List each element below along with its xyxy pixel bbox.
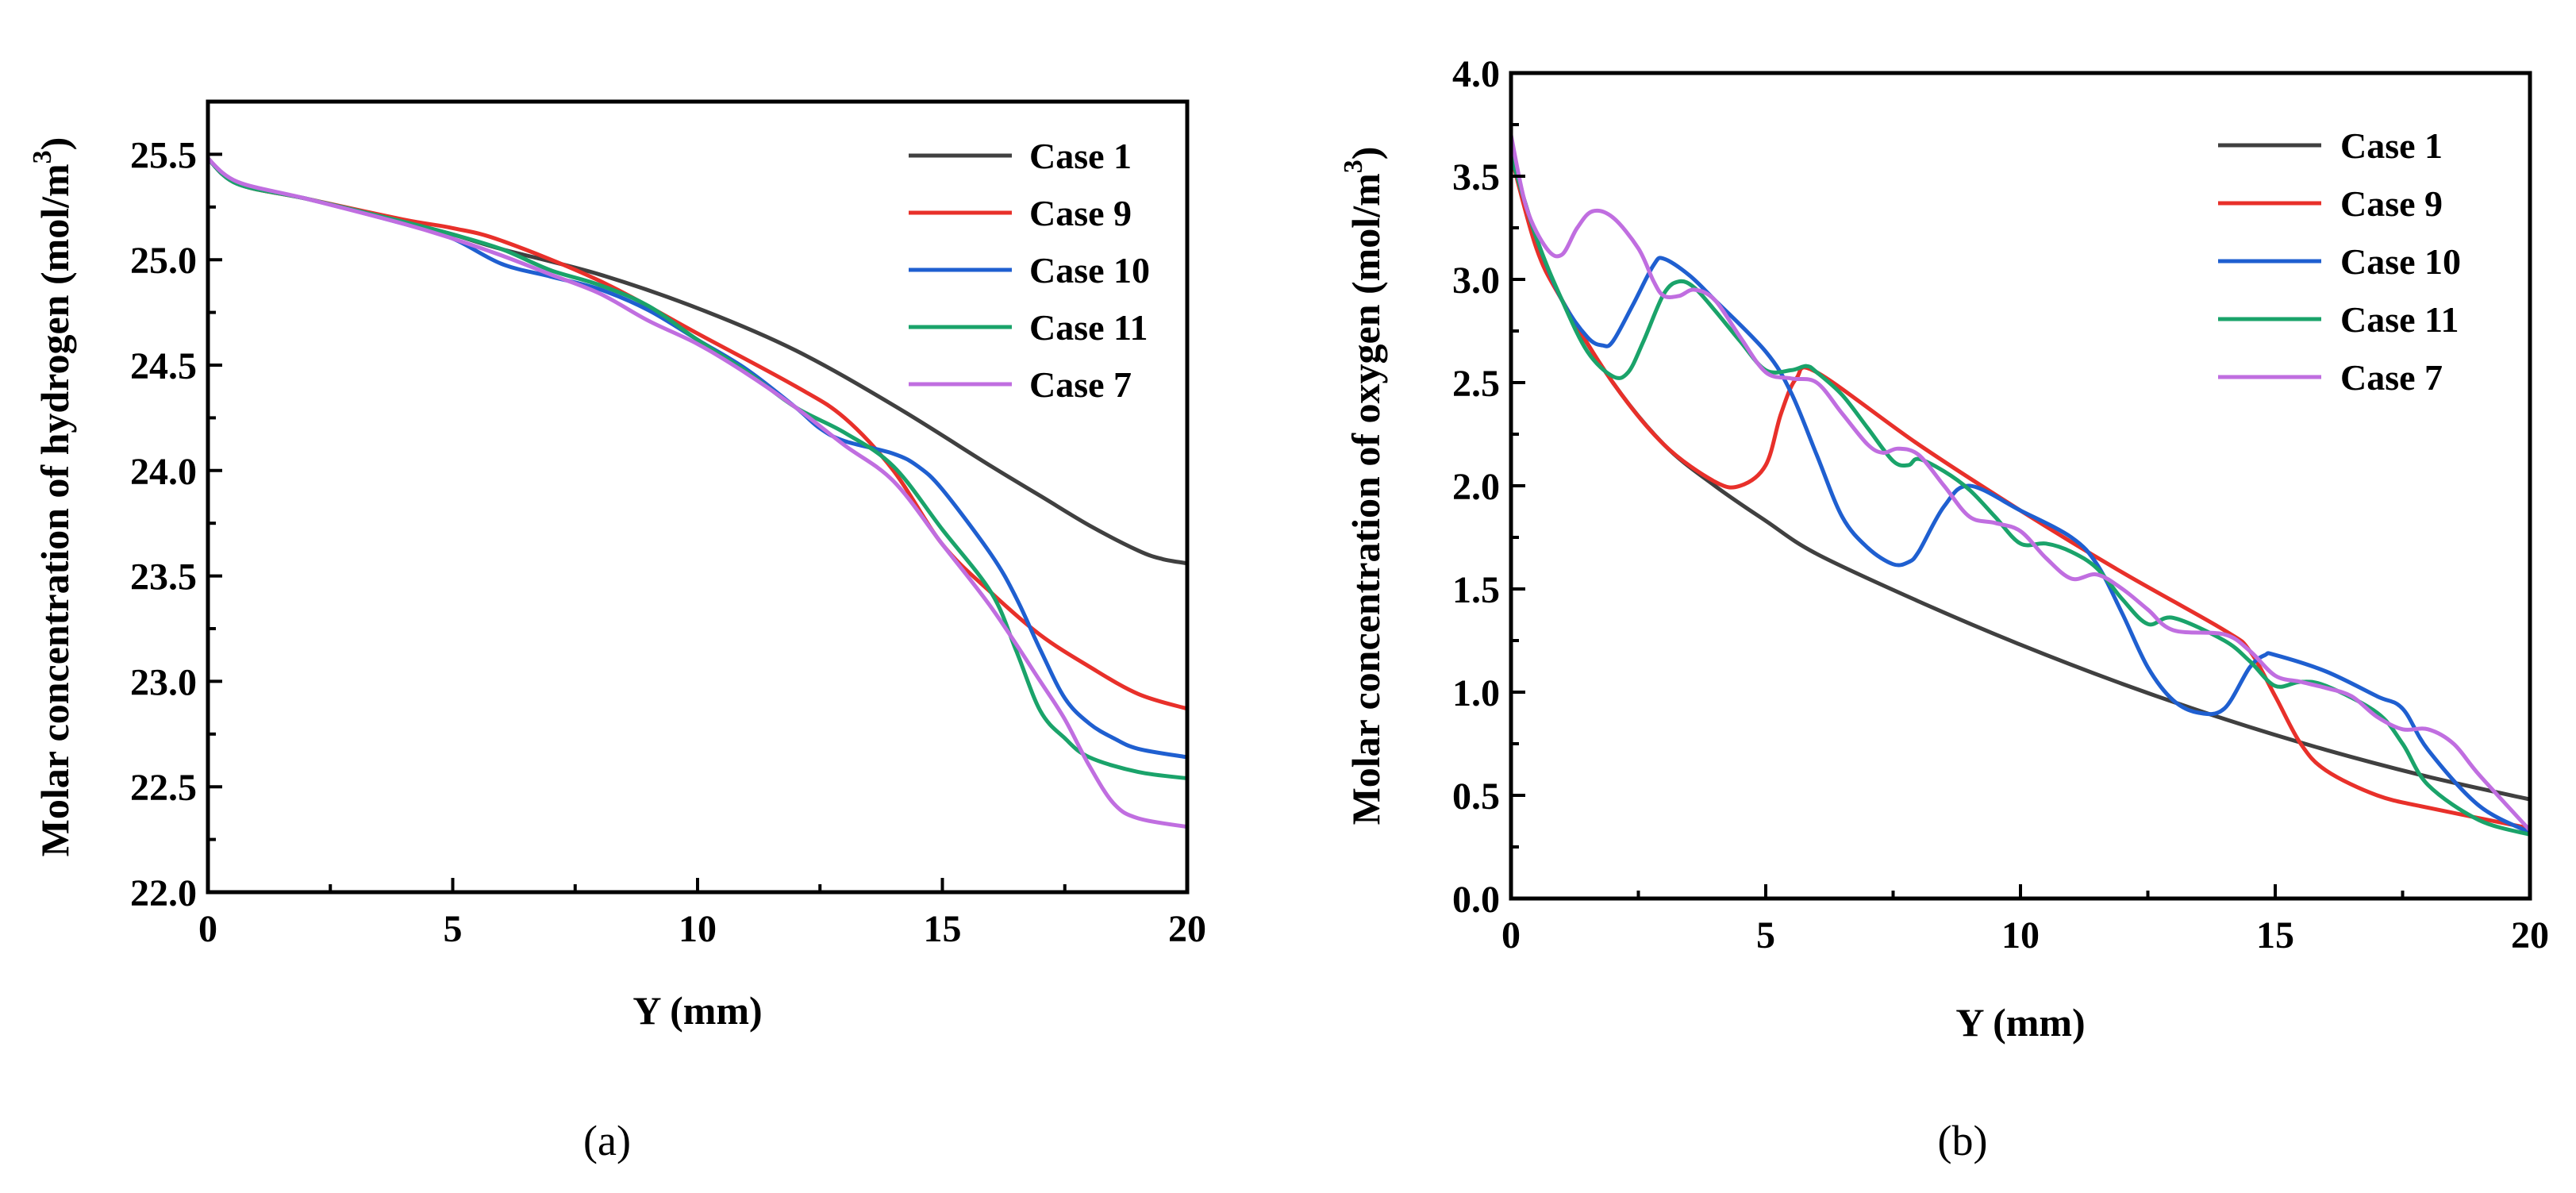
oxygen-y-tick-label: 2.0 (1452, 466, 1500, 508)
oxygen-y-tick-label: 2.5 (1452, 363, 1500, 405)
hydrogen-legend-label-case-10: Case 10 (1029, 250, 1150, 291)
panel-label-a: (a) (583, 1117, 631, 1164)
oxygen-y-axis-title: Molar concentration of oxygen (mol/m3) (1339, 147, 1388, 825)
hydrogen-y-tick-label: 23.5 (130, 556, 197, 598)
oxygen-x-tick-label: 0 (1501, 914, 1521, 956)
oxygen-legend-label-case-1: Case 1 (2340, 125, 2443, 166)
oxygen-y-tick-label: 0.5 (1452, 775, 1500, 818)
oxygen-x-tick-label: 20 (2511, 914, 2549, 956)
oxygen-chart: 0 5 10 15 20 0.0 0.5 1.0 1.5 2.0 2.5 3.0 3.5 4.0 Case… (1339, 53, 2549, 1164)
hydrogen-x-tick-label: 0 (198, 908, 217, 950)
hydrogen-x-axis-title: Y (mm) (632, 988, 762, 1033)
hydrogen-y-axis-title: Molar concentration of hydrogen (mol/m3) (28, 137, 77, 857)
oxygen-legend-label-case-7: Case 7 (2340, 357, 2443, 398)
oxygen-legend-label-case-11: Case 11 (2340, 299, 2459, 340)
hydrogen-y-tick-label: 25.5 (130, 134, 197, 176)
hydrogen-y-tick-label: 23.0 (130, 661, 197, 703)
oxygen-y-tick-label: 1.5 (1452, 569, 1500, 611)
hydrogen-series-line-case-7 (206, 156, 1190, 829)
oxygen-x-tick-label: 5 (1756, 914, 1775, 956)
oxygen-plot-lines (1509, 133, 2532, 837)
oxygen-y-tick-label: 1.0 (1452, 672, 1500, 714)
hydrogen-plot-lines (206, 156, 1190, 829)
oxygen-y-tick-label: 3.0 (1452, 260, 1500, 302)
oxygen-x-tick-label: 10 (2001, 914, 2040, 956)
hydrogen-y-tick-label: 24.0 (130, 451, 197, 493)
hydrogen-chart: 0 5 10 15 20 22.0 22.5 23.0 23.5 24.0 24.5 25.0 25.5… (28, 99, 1206, 1164)
hydrogen-legend-label-case-7: Case 7 (1029, 364, 1132, 405)
hydrogen-axis-ticks: 0 5 10 15 20 22.0 22.5 23.0 23.5 24.0 24.5 25.0 25.5 (130, 100, 1206, 950)
hydrogen-y-tick-label: 22.5 (130, 767, 197, 809)
hydrogen-x-tick-label: 10 (679, 908, 717, 950)
oxygen-x-axis-title: Y (mm) (1955, 1000, 2085, 1045)
hydrogen-legend-label-case-1: Case 1 (1029, 136, 1132, 176)
oxygen-series-line-case-11 (1509, 153, 2532, 837)
oxygen-legend: Case 1 Case 9 Case 10 Case 11 Case 7 (2218, 125, 2461, 398)
oxygen-legend-label-case-9: Case 9 (2340, 183, 2443, 224)
hydrogen-legend: Case 1 Case 9 Case 10 Case 11 Case 7 (909, 136, 1150, 405)
hydrogen-legend-label-case-11: Case 11 (1029, 307, 1148, 348)
hydrogen-series-line-case-10 (206, 156, 1190, 760)
oxygen-y-tick-label: 4.0 (1452, 53, 1500, 95)
oxygen-y-tick-label: 3.5 (1452, 156, 1500, 198)
hydrogen-legend-label-case-9: Case 9 (1029, 193, 1132, 233)
oxygen-series-line-case-9 (1509, 153, 2532, 831)
oxygen-x-tick-label: 15 (2256, 914, 2294, 956)
panel-label-b: (b) (1938, 1117, 1988, 1164)
hydrogen-x-tick-label: 15 (924, 908, 962, 950)
hydrogen-series-line-case-9 (206, 156, 1190, 711)
hydrogen-y-tick-label: 22.0 (130, 872, 197, 914)
oxygen-series-line-case-7 (1509, 133, 2532, 833)
oxygen-axis-ticks: 0 5 10 15 20 0.0 0.5 1.0 1.5 2.0 2.5 3.0 3.5 4.0 (1452, 53, 2549, 956)
oxygen-y-tick-label: 0.0 (1452, 879, 1500, 921)
hydrogen-y-tick-label: 24.5 (130, 345, 197, 387)
oxygen-legend-label-case-10: Case 10 (2340, 241, 2461, 282)
oxygen-series-line-case-10 (1509, 153, 2532, 835)
hydrogen-x-tick-label: 5 (444, 908, 463, 950)
hydrogen-y-tick-label: 25.0 (130, 240, 197, 282)
hydrogen-x-tick-label: 20 (1168, 908, 1206, 950)
